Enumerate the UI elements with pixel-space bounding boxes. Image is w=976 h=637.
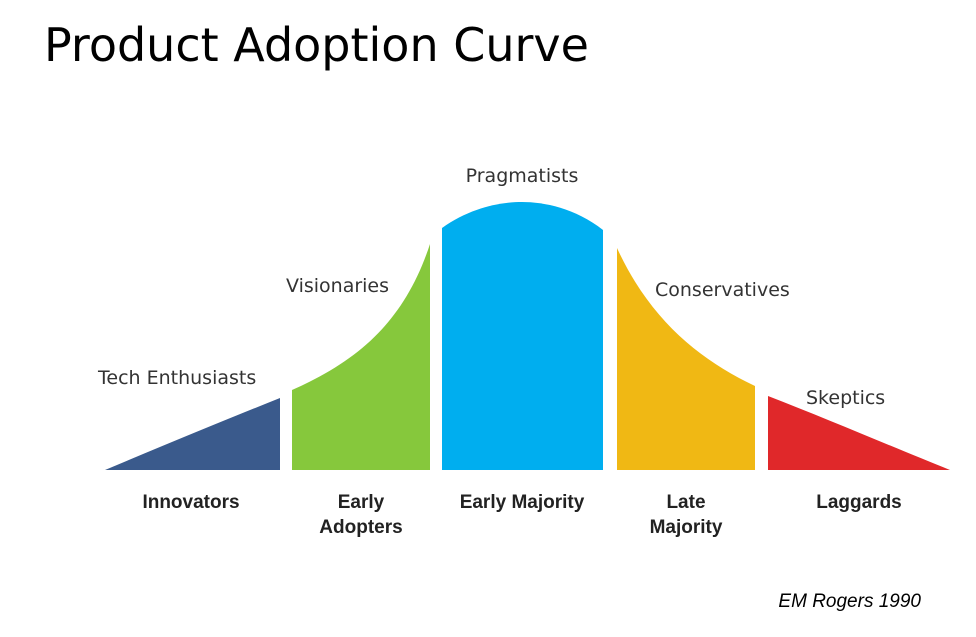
laggards-segment	[768, 396, 950, 470]
early-majority-segment	[442, 202, 603, 470]
innovators-segment	[105, 398, 280, 470]
page-title: Product Adoption Curve	[44, 18, 589, 72]
segment-label-innovators: Innovators	[142, 492, 239, 513]
late-majority-segment	[617, 248, 755, 470]
early-adopters-segment	[292, 244, 430, 470]
segment-label-early-majority: Early Majority	[460, 492, 585, 513]
persona-tech-enthusiasts: Tech Enthusiasts	[97, 367, 256, 389]
persona-pragmatists: Pragmatists	[466, 165, 579, 187]
persona-visionaries: Visionaries	[286, 275, 389, 297]
persona-skeptics: Skeptics	[806, 387, 885, 409]
segment-label-late-majority-line2: Majority	[650, 517, 723, 538]
citation: EM Rogers 1990	[778, 591, 921, 612]
segment-label-late-majority-line1: Late	[666, 492, 705, 513]
segment-label-early-adopters-line2: Adopters	[319, 517, 402, 538]
persona-conservatives: Conservatives	[655, 279, 790, 301]
segment-label-early-adopters-line1: Early	[338, 492, 385, 513]
segment-label-laggards: Laggards	[816, 492, 902, 513]
